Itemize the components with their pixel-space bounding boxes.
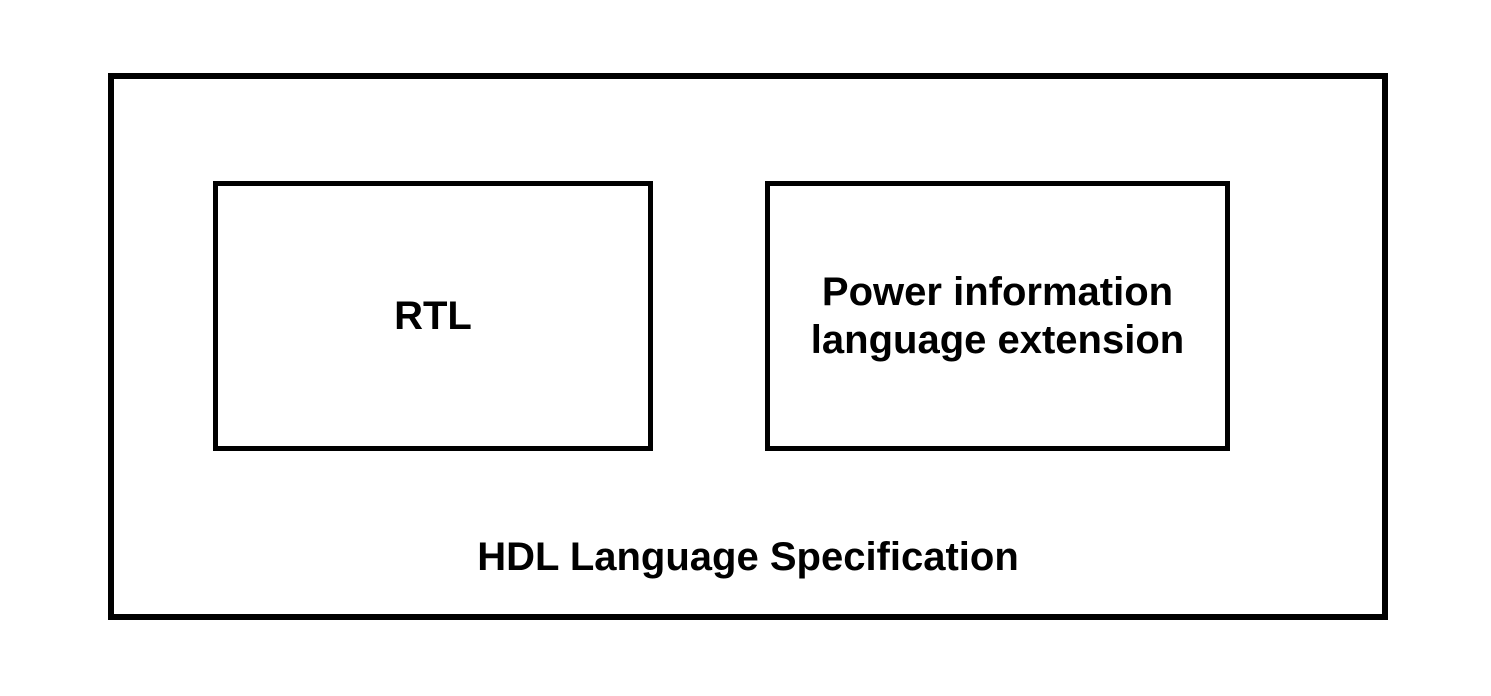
power-extension-label: Power informationlanguage extension	[811, 268, 1184, 364]
rtl-box: RTL	[213, 181, 653, 451]
outer-label: HDL Language Specification	[108, 535, 1388, 580]
outer-label-text: HDL Language Specification	[477, 535, 1019, 579]
rtl-label: RTL	[394, 292, 472, 340]
power-extension-box: Power informationlanguage extension	[765, 181, 1230, 451]
